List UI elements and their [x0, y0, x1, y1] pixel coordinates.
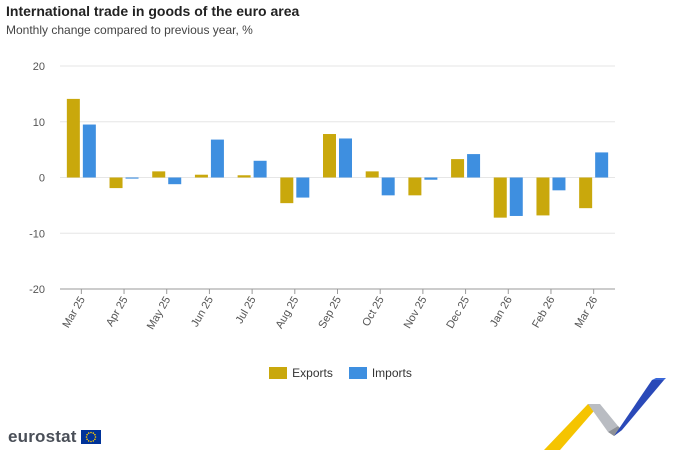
x-tick-label: Nov 25	[402, 295, 430, 331]
x-tick-label: Jul 25	[234, 295, 259, 326]
x-tick-label: Feb 26	[530, 295, 558, 331]
y-tick-label: 20	[33, 61, 45, 73]
exports-swatch	[269, 367, 288, 379]
y-axis-ticks: 20 10 0 -10 -20	[29, 61, 45, 296]
brand-name: eurostat	[8, 427, 77, 446]
x-tick-label: Mar 25	[60, 295, 88, 331]
imports-bar-sep-25	[339, 138, 352, 178]
eurostat-logo: eurostat	[8, 427, 101, 447]
exports-bar-aug-25	[280, 177, 294, 204]
exports-bar-dec-25	[451, 159, 465, 178]
chart-subtitle: Monthly change compared to previous year…	[6, 23, 253, 37]
imports-bar-dec-25	[467, 154, 481, 178]
x-axis-ticks: Mar 25 Apr 25 May 25 Jun 25 Jul 25 Aug 25 Sep …	[60, 289, 600, 332]
exports-bar-oct-25	[365, 171, 379, 178]
x-tick-label: Aug 25	[274, 295, 302, 331]
grid-lines	[60, 65, 615, 290]
eu-flag-icon	[80, 430, 101, 444]
exports-bar-jan-26	[493, 177, 507, 218]
imports-bar-apr-25	[125, 177, 139, 179]
exports-bar-apr-25	[109, 177, 123, 189]
bar-chart: 20 10 0 -10 -20 Mar 25 Apr 25 May 25 Jun 25 Jul …	[29, 61, 615, 332]
y-tick-label: 10	[33, 117, 45, 129]
imports-bar-feb-26	[552, 177, 566, 191]
exports-bar-may-25	[152, 171, 166, 178]
x-tick-label: Mar 26	[573, 295, 601, 331]
legend-item-imports[interactable]: Imports	[348, 366, 412, 380]
legend-label-exports: Exports	[292, 366, 333, 380]
x-tick-label: Oct 25	[360, 295, 387, 329]
imports-bar-oct-25	[381, 177, 395, 196]
x-tick-label: Jun 25	[189, 295, 216, 330]
exports-bar-mar-25	[66, 98, 80, 178]
exports-bar-jun-25	[194, 174, 208, 178]
legend-item-exports[interactable]: Exports	[269, 366, 333, 380]
exports-bar-sep-25	[323, 134, 336, 178]
exports-bar-jul-25	[237, 175, 251, 178]
exports-bar-feb-26	[536, 177, 550, 216]
x-tick-label: Apr 25	[104, 295, 131, 329]
imports-swatch	[348, 367, 367, 379]
y-tick-label: -20	[29, 284, 45, 296]
x-tick-label: Jan 26	[488, 295, 515, 330]
x-tick-label: Sep 25	[316, 295, 344, 331]
x-tick-label: Dec 25	[444, 295, 472, 331]
imports-bar-mar-25	[82, 124, 96, 178]
exports-bar-mar-26	[579, 177, 593, 209]
imports-bar-jun-25	[210, 139, 224, 178]
imports-bar-aug-25	[296, 177, 310, 198]
legend-label-imports: Imports	[371, 366, 412, 380]
bars	[66, 98, 609, 218]
x-tick-label: May 25	[145, 295, 173, 332]
legend: Exports Imports	[0, 366, 681, 380]
imports-bar-nov-25	[424, 177, 438, 180]
y-tick-label: -10	[29, 228, 45, 240]
imports-bar-jan-26	[509, 177, 523, 216]
exports-bar-nov-25	[408, 177, 422, 196]
imports-bar-jul-25	[253, 160, 267, 178]
decorative-ribbon-graphic	[544, 378, 666, 450]
chart-title: International trade in goods of the euro…	[6, 3, 300, 19]
imports-bar-mar-26	[595, 152, 609, 178]
imports-bar-may-25	[168, 177, 182, 185]
y-tick-label: 0	[39, 173, 45, 185]
